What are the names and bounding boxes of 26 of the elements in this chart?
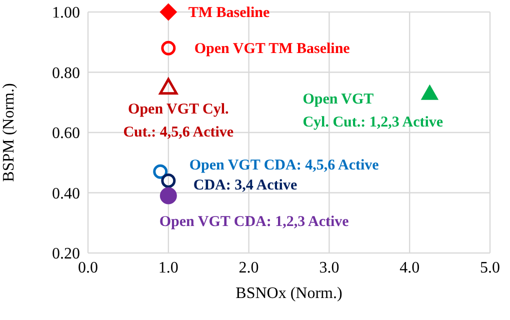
point (161, 173, 176, 188)
y-tick-label: 1.00 (52, 4, 80, 22)
series-label: Open VGT Cyl. Cut.: 4,5,6 Active (123, 101, 234, 140)
point (159, 78, 178, 95)
point (160, 4, 177, 20)
series-label: Open VGT Cyl. Cut.: 1,2,3 Active (302, 91, 444, 130)
y-tick-label: 0.60 (52, 125, 80, 142)
x-tick-label: 1.0 (158, 259, 178, 276)
series-label: TM Baseline (188, 5, 270, 21)
x-tick-label: 0.0 (78, 259, 98, 276)
y-tick-label: 0.80 (52, 64, 80, 82)
x-tick-label: 5.0 (480, 259, 500, 276)
series-label: Open VGT CDA: 4,5,6 Active (189, 158, 380, 174)
x-tick-label: 3.0 (319, 259, 340, 276)
y-tick-label: 0.40 (52, 185, 80, 202)
x-tick-label: 4.0 (400, 259, 420, 276)
point (161, 40, 176, 56)
series-label: Open VGT TM Baseline (194, 41, 350, 58)
series-label: Open VGT CDA: 1,2,3 Active (159, 214, 350, 230)
x-axis-title: BSNOx (Norm.) (236, 285, 342, 302)
series-label: CDA: 3,4 Active (193, 178, 298, 194)
y-tick-label: 0.20 (52, 246, 80, 263)
x-tick-label: 2.0 (238, 259, 259, 276)
point (160, 187, 177, 204)
point (421, 84, 438, 100)
y-axis-title: BSPM (Norm.) (0, 83, 18, 182)
